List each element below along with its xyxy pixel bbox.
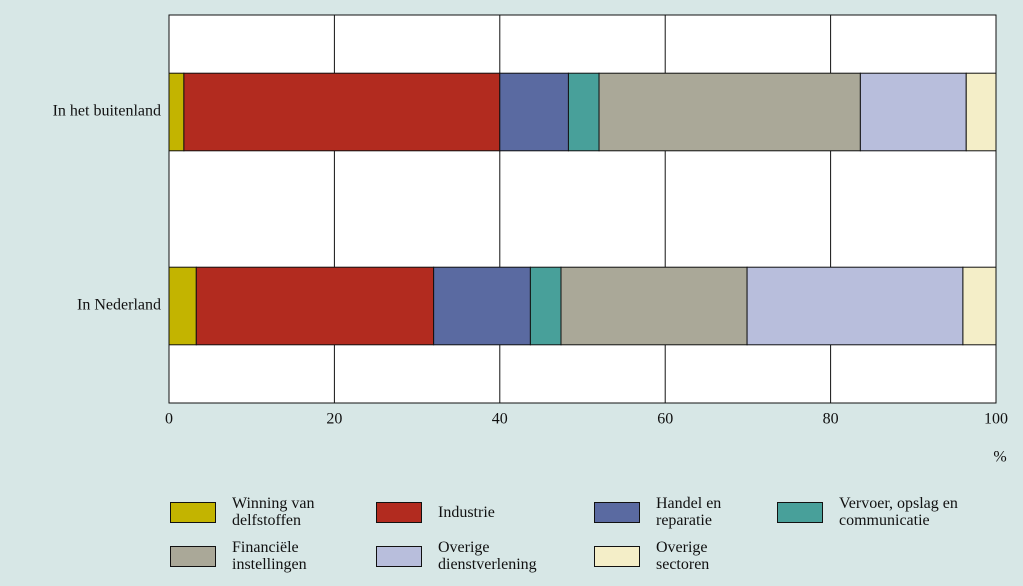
legend-label: Handel en reparatie [656,495,722,529]
x-tick-label: 40 [492,411,508,428]
legend-item: Handel en reparatie [594,490,721,534]
legend-swatch [376,545,422,567]
x-tick-label: 20 [326,411,342,428]
bar-segment [499,72,569,152]
legend-swatch [777,501,823,523]
legend-label: Financiële instellingen [232,539,307,573]
legend-label: Winning van delfstoffen [232,495,315,529]
x-tick-label: 0 [165,411,173,428]
x-tick-label: 100 [984,411,1008,428]
bar-segment [560,266,748,346]
bar-segment [195,266,435,346]
y-tick-label: In het buitenland [53,103,161,120]
legend-item: Winning van delfstoffen [170,490,314,534]
legend-label: Overige dienstverlening [438,539,537,573]
plot-border [168,14,997,404]
legend-label: Overige sectoren [656,539,710,573]
x-tick-label: 60 [657,411,673,428]
legend-item: Industrie [376,490,495,534]
legend-swatch [170,545,216,567]
bar-segment [965,72,997,152]
legend-swatch [594,545,640,567]
legend-label: Industrie [438,503,495,521]
legend-swatch [594,501,640,523]
x-axis-label: % [993,449,1006,466]
legend-item: Financiële instellingen [170,534,307,578]
legend-label: Vervoer, opslag en communicatie [839,495,958,529]
bar-segment [567,72,600,152]
legend-item: Overige dienstverlening [376,534,537,578]
x-tick-label: 80 [823,411,839,428]
bar-segment [598,72,861,152]
legend-swatch [170,501,216,523]
y-tick-label: In Nederland [77,297,161,314]
bar-segment [433,266,531,346]
bar-segment [183,72,501,152]
bar-segment [168,266,197,346]
legend-item: Vervoer, opslag en communicatie [777,490,958,534]
legend-swatch [376,501,422,523]
legend-item: Overige sectoren [594,534,709,578]
bar-segment [962,266,997,346]
